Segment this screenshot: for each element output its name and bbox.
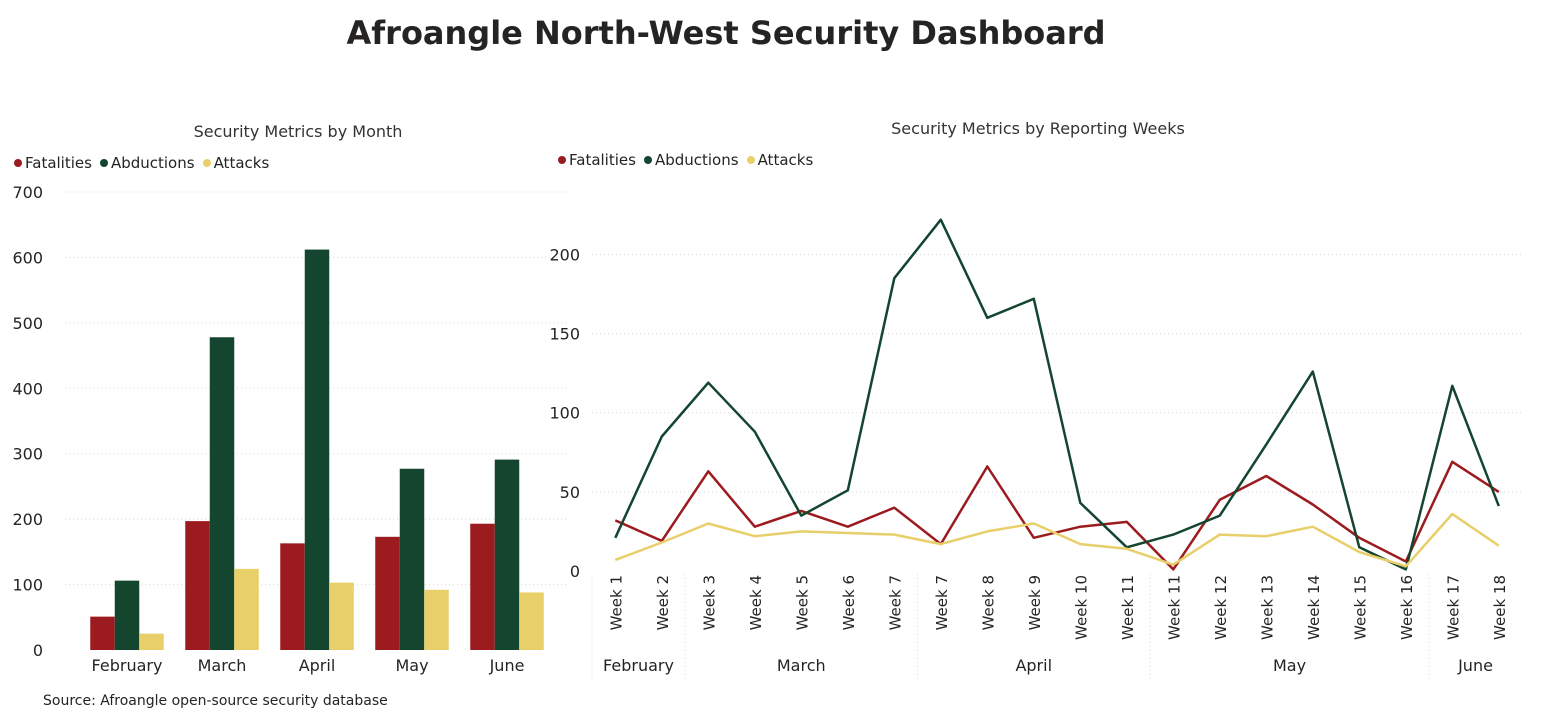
line-chart-legend: Fatalities Abductions Attacks (558, 151, 813, 169)
bar-fatalities (90, 616, 115, 650)
x-tick-label: Week 14 (1305, 575, 1323, 640)
x-group-label: May (1273, 656, 1306, 675)
y-tick-label: 0 (33, 641, 43, 660)
x-tick-label: Week 6 (840, 575, 858, 630)
fatalities-dot-icon (558, 156, 566, 164)
y-tick-label: 200 (549, 245, 580, 264)
legend-item-fatalities[interactable]: Fatalities (14, 154, 92, 172)
y-tick-label: 400 (12, 379, 43, 398)
x-tick-label: February (92, 656, 163, 675)
x-tick-label: Week 18 (1491, 575, 1509, 640)
x-tick-label: Week 9 (1026, 575, 1044, 630)
legend-item-abductions[interactable]: Abductions (643, 151, 739, 169)
bar-fatalities (470, 523, 495, 650)
line-attacks (614, 512, 1500, 568)
x-tick-label: Week 17 (1444, 575, 1462, 640)
x-tick-label: Week 11 (1119, 575, 1137, 640)
legend-label: Attacks (757, 151, 814, 169)
bar-fatalities (185, 521, 210, 650)
x-tick-label: Week 7 (886, 575, 904, 630)
attacks-dot-icon (746, 156, 755, 164)
line-chart: 0 50 100 150 200 Week 1 Week 2 Week 3 Week 4 Week… (549, 218, 1522, 680)
x-tick-label: Week 2 (654, 575, 672, 630)
abductions-dot-icon (99, 159, 108, 167)
legend-label: Abductions (110, 154, 195, 172)
x-group-label: April (1015, 656, 1052, 675)
y-tick-label: 0 (570, 562, 580, 581)
x-tick-label: March (198, 656, 247, 675)
x-tick-label: Week 13 (1258, 575, 1276, 640)
x-tick-label: Week 15 (1351, 575, 1369, 640)
y-tick-label: 150 (549, 325, 580, 344)
legend-label: Abductions (654, 151, 739, 169)
x-group-label: February (603, 656, 674, 675)
abductions-dot-icon (643, 156, 652, 164)
legend-label: Fatalities (569, 151, 636, 169)
bar-abductions (209, 337, 235, 650)
y-tick-label: 700 (12, 183, 43, 202)
legend-label: Fatalities (25, 154, 92, 172)
y-tick-label: 100 (12, 576, 43, 595)
x-tick-label: Week 10 (1072, 575, 1090, 640)
x-group-label: June (1457, 656, 1493, 675)
x-tick-label: Week 3 (700, 575, 718, 630)
x-tick-label: Week 7 (933, 575, 951, 630)
x-tick-label: Week 12 (1212, 575, 1230, 640)
bar-abductions (494, 459, 520, 650)
y-tick-label: 100 (549, 404, 580, 423)
legend-label: Attacks (213, 154, 270, 172)
line-abductions (614, 218, 1500, 571)
bar-attacks (234, 568, 259, 650)
source-note: Source: Afroangle open-source security d… (43, 693, 388, 709)
x-tick-label: May (395, 656, 428, 675)
bar-abductions (304, 249, 330, 650)
bar-chart-legend: Fatalities Abductions Attacks (14, 154, 269, 172)
x-tick-label: Week 16 (1398, 575, 1416, 640)
y-tick-label: 200 (12, 510, 43, 529)
bar-chart-title: Security Metrics by Month (193, 122, 403, 141)
bar-fatalities (280, 543, 305, 650)
line-chart-title: Security Metrics by Reporting Weeks (891, 119, 1185, 138)
x-group-label: March (777, 656, 826, 675)
legend-item-attacks[interactable]: Attacks (202, 154, 270, 172)
bar-abductions (114, 580, 140, 650)
attacks-dot-icon (202, 159, 211, 167)
bar-attacks (139, 633, 164, 650)
y-tick-label: 50 (560, 483, 580, 502)
legend-item-abductions[interactable]: Abductions (99, 154, 195, 172)
legend-item-fatalities[interactable]: Fatalities (558, 151, 636, 169)
dashboard-title: Afroangle North-West Security Dashboard (346, 14, 1106, 52)
line-fatalities (614, 460, 1500, 571)
x-tick-label: June (489, 656, 525, 675)
x-tick-label: Week 1 (607, 575, 625, 630)
bar-chart: 0 100 200 300 400 500 600 700 February March April… (12, 183, 568, 675)
bar-attacks (519, 592, 544, 650)
bar-fatalities (375, 536, 400, 650)
fatalities-dot-icon (14, 159, 22, 167)
x-tick-label: Week 5 (793, 575, 811, 630)
legend-item-attacks[interactable]: Attacks (746, 151, 814, 169)
x-tick-label: April (299, 656, 336, 675)
y-tick-label: 300 (12, 445, 43, 464)
bar-abductions (399, 468, 425, 650)
bar-attacks (329, 582, 354, 650)
bar-attacks (424, 589, 449, 650)
x-tick-label: Week 11 (1165, 575, 1183, 640)
x-tick-label: Week 4 (747, 575, 765, 630)
x-tick-label: Week 8 (979, 575, 997, 630)
y-tick-label: 600 (12, 248, 43, 267)
y-tick-label: 500 (12, 314, 43, 333)
